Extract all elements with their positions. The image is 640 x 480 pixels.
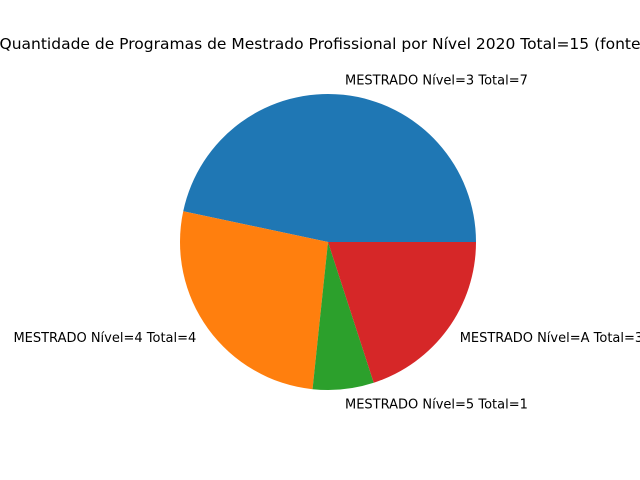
slice-label-3: MESTRADO Nível=A Total=3 xyxy=(460,331,640,346)
slice-label-1: MESTRADO Nível=4 Total=4 xyxy=(13,331,196,346)
pie-slice-0 xyxy=(183,93,477,242)
pie-slices xyxy=(179,93,477,391)
slice-label-2: MESTRADO Nível=5 Total=1 xyxy=(345,397,528,412)
slice-label-0: MESTRADO Nível=3 Total=7 xyxy=(345,74,528,89)
pie-slice-3 xyxy=(328,242,476,383)
pie-slice-1 xyxy=(179,211,328,390)
pie-slice-2 xyxy=(312,242,374,391)
slice-labels: MESTRADO Nível=3 Total=7 MESTRADO Nível=4… xyxy=(13,74,640,413)
chart-title: Quantidade de Programas de Mestrado Prof… xyxy=(0,35,640,53)
